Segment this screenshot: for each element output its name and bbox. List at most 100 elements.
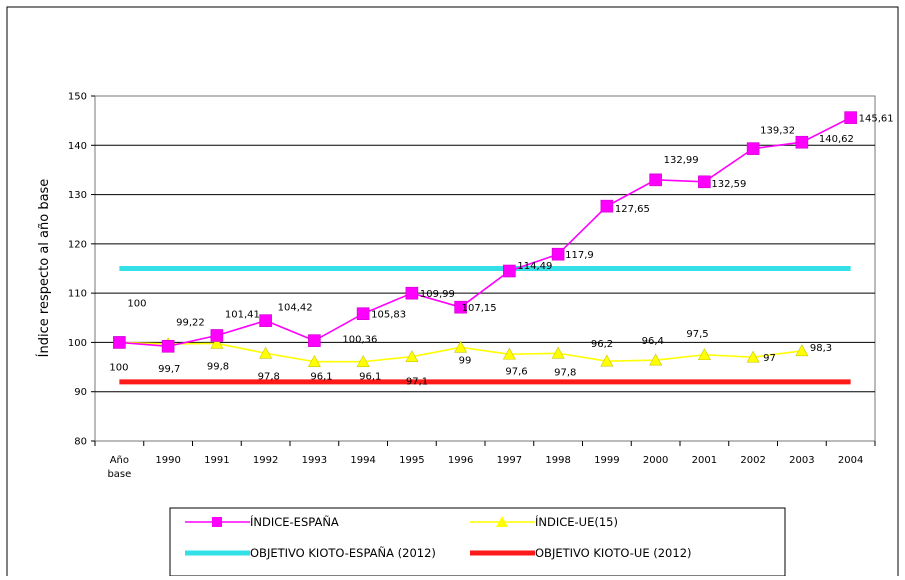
x-tick-label: 1998 — [545, 455, 570, 466]
y-tick-label: 120 — [68, 239, 87, 250]
ue15-point — [502, 347, 516, 360]
y-tick-label: 80 — [74, 437, 87, 448]
legend-item: ÍNDICE-UE(15) — [470, 514, 618, 529]
series-line-espana — [119, 116, 851, 348]
x-tick-label: 1991 — [204, 455, 229, 466]
ue15-data-label: 97,5 — [686, 329, 708, 340]
x-tick-label: Año — [110, 455, 129, 466]
espana-data-label: 99,22 — [176, 317, 205, 328]
ue15-point — [356, 355, 370, 367]
legend-marker — [496, 516, 508, 527]
y-tick-label: 110 — [68, 289, 87, 300]
y-axis-label: Índice respecto al año base — [36, 179, 52, 358]
ue15-data-label: 100 — [109, 362, 128, 373]
y-tick-label: 140 — [68, 141, 87, 152]
x-tick-label: 1999 — [594, 455, 619, 466]
x-tick-label: 1997 — [497, 455, 522, 466]
espana-data-label: 132,59 — [711, 179, 746, 190]
espana-data-label: 104,42 — [278, 303, 313, 314]
x-tick-label: 2003 — [789, 455, 814, 466]
ue15-data-label: 99,7 — [158, 364, 180, 375]
x-tick-label: 1990 — [155, 455, 180, 466]
ue15-point — [259, 346, 273, 359]
x-tick-label: base — [107, 469, 131, 480]
ue15-data-label: 96,1 — [359, 372, 381, 383]
legend-label: OBJETIVO KIOTO-UE (2012) — [535, 546, 692, 560]
x-tick-label: 2001 — [692, 455, 717, 466]
legend-box — [169, 507, 786, 577]
legend-label: OBJETIVO KIOTO-ESPAÑA (2012) — [250, 545, 436, 560]
legend: ÍNDICE-ESPAÑA ÍNDICE-UE(15) OBJETIVO KIOTO… — [185, 514, 692, 560]
ue15-point — [746, 350, 760, 363]
legend-item: OBJETIVO KIOTO-ESPAÑA (2012) — [185, 545, 436, 560]
espana-point — [454, 300, 467, 314]
espana-point — [161, 339, 175, 353]
ue15-data-label: 97,8 — [554, 367, 576, 378]
espana-data-label: 140,62 — [819, 134, 854, 145]
ue15-point — [600, 354, 614, 367]
espana-point — [551, 247, 565, 261]
espana-data-label: 117,9 — [565, 250, 594, 261]
espana-data-label: 114,49 — [517, 261, 552, 272]
gridlines — [95, 144, 875, 393]
x-tick-label: 1994 — [350, 455, 375, 466]
espana-data-label: 139,32 — [760, 126, 795, 137]
ue15-data-label: 97 — [763, 353, 776, 364]
x-tick-label: 2004 — [838, 455, 863, 466]
ue15-point — [649, 353, 663, 366]
espana-data-label: 105,83 — [371, 310, 406, 321]
ue15-data-label: 97,8 — [258, 371, 280, 382]
series-group — [112, 111, 857, 385]
espana-data-label: 109,99 — [420, 289, 455, 300]
ue15-point — [551, 346, 565, 359]
ue15-data-label: 96,4 — [642, 336, 664, 347]
ue15-data-label: 97,6 — [505, 366, 527, 377]
espana-point — [308, 334, 321, 347]
ue15-data-label: 96,1 — [310, 372, 332, 383]
legend-label: ÍNDICE-ESPAÑA — [250, 514, 339, 529]
y-axis-ticks: 80 90 100 110 120 130 140 150 — [68, 92, 95, 448]
espana-point — [503, 264, 516, 278]
x-tick-label: 2002 — [740, 455, 765, 466]
x-tick-label: 1995 — [399, 455, 424, 466]
ue15-point — [210, 336, 224, 349]
legend-marker — [212, 517, 222, 527]
y-tick-label: 150 — [68, 92, 87, 103]
espana-point — [698, 175, 711, 189]
x-tick-label: 2000 — [643, 455, 668, 466]
espana-data-label: 132,99 — [664, 155, 699, 166]
ue15-point — [454, 340, 468, 353]
espana-point — [405, 286, 419, 300]
espana-point — [356, 307, 370, 320]
ue15-data-label: 96,2 — [591, 339, 613, 350]
espana-point — [210, 329, 224, 342]
ue15-data-label: 98,3 — [810, 343, 832, 354]
espana-point — [795, 135, 809, 149]
espana-data-label: 100,36 — [342, 335, 377, 346]
x-axis-ticks: Año base 1990 1991 1992 1993 1994 1995 1996 1997 1… — [94, 441, 876, 480]
x-tick-label: 1996 — [448, 455, 473, 466]
espana-point — [649, 173, 662, 187]
ue15-point — [307, 355, 321, 367]
x-tick-label: 1992 — [253, 455, 278, 466]
legend-label: ÍNDICE-UE(15) — [535, 514, 618, 529]
espana-data-label: 101,41 — [225, 309, 260, 320]
ue15-data-label: 97,1 — [406, 377, 428, 388]
espana-data-label: 107,15 — [462, 303, 497, 314]
espana-point — [113, 336, 126, 349]
legend-item: OBJETIVO KIOTO-UE (2012) — [470, 546, 692, 560]
espana-point — [746, 142, 760, 155]
legend-item: ÍNDICE-ESPAÑA — [185, 514, 339, 529]
espana-data-label: 127,65 — [615, 204, 650, 215]
espana-point — [259, 314, 272, 327]
y-tick-label: 100 — [68, 338, 87, 349]
ue15-data-label: 99 — [459, 355, 472, 366]
espana-point — [844, 111, 857, 124]
ue15-point — [405, 350, 419, 363]
espana-data-label: 100 — [127, 298, 146, 309]
data-labels: 100 99,22 101,41 104,42 100,36 105,83 109,99 10… — [109, 114, 893, 388]
ue15-data-label: 99,8 — [207, 361, 229, 372]
espana-data-label: 145,61 — [859, 114, 894, 125]
